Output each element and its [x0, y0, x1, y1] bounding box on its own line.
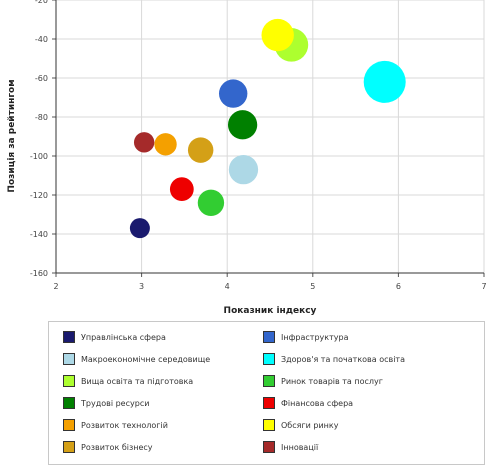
y-tick-label: -40	[35, 35, 48, 44]
bubble-6[interactable]	[197, 189, 225, 216]
legend-item[interactable]: Управлінська сфера	[63, 329, 166, 345]
y-tick-label: -140	[30, 230, 48, 239]
x-tick-label: 5	[310, 282, 315, 291]
legend-label: Трудові ресурси	[81, 398, 150, 408]
legend-label: Вища освіта та підготовка	[81, 376, 194, 386]
bubble-3[interactable]	[228, 154, 259, 185]
x-tick-label: 4	[225, 282, 230, 291]
axes: 2 3 4 5 6 7 -160 -140 -120 -100 -80 -60 -40 -20	[30, 0, 487, 291]
x-tick-label: 6	[396, 282, 401, 291]
legend-swatch	[263, 441, 275, 453]
bubble-1[interactable]	[129, 218, 150, 239]
y-tick-label: -20	[35, 0, 48, 5]
legend-item[interactable]: Розвиток бізнесу	[63, 439, 153, 455]
legend-swatch	[63, 419, 75, 431]
bubble-8[interactable]	[169, 177, 194, 202]
legend-swatch	[263, 375, 275, 387]
legend-label: Фінансова сфера	[281, 398, 354, 408]
legend-label: Управлінська сфера	[81, 332, 166, 342]
legend-item[interactable]: Фінансова сфера	[263, 395, 353, 411]
legend-item[interactable]: Макроекономічне середовище	[63, 351, 210, 367]
legend-label: Ринок товарів та послуг	[281, 376, 383, 386]
bubble-2[interactable]	[218, 79, 248, 108]
x-tick-label: 3	[139, 282, 144, 291]
bubbles	[129, 18, 406, 239]
legend-label: Інновації	[281, 442, 319, 452]
bubble-chart: 2 3 4 5 6 7 -160 -140 -120 -100 -80 -60 -40 -20 Показ…	[6, 0, 487, 316]
y-tick-label: -120	[30, 191, 48, 200]
legend-swatch	[63, 353, 75, 365]
legend-label: Макроекономічне середовище	[81, 354, 211, 364]
legend-label: Інфраструктура	[281, 332, 349, 342]
bubble-9[interactable]	[154, 133, 177, 156]
legend-item[interactable]: Обсяги ринку	[263, 417, 338, 433]
legend-label: Розвиток бізнесу	[81, 442, 153, 452]
bubble-7[interactable]	[227, 110, 258, 140]
legend-swatch	[263, 397, 275, 409]
y-tick-label: -100	[30, 152, 48, 161]
legend-swatch	[263, 331, 275, 343]
y-tick-label: -60	[35, 74, 48, 83]
bubble-10[interactable]	[261, 18, 294, 52]
legend-swatch	[263, 419, 275, 431]
legend-swatch	[63, 331, 75, 343]
legend-item[interactable]: Ринок товарів та послуг	[263, 373, 383, 389]
bubble-4[interactable]	[363, 60, 406, 103]
legend-item[interactable]: Інфраструктура	[263, 329, 349, 345]
legend-label: Здоров'я та початкова освіта	[281, 354, 405, 364]
x-tick-label: 7	[481, 282, 486, 291]
legend-item[interactable]: Розвиток технологій	[63, 417, 168, 433]
legend-swatch	[63, 375, 75, 387]
legend-item[interactable]: Трудові ресурси	[63, 395, 149, 411]
bubble-12[interactable]	[133, 132, 155, 153]
legend: Управлінська сфера Інфраструктура Макроеко…	[48, 321, 485, 465]
legend-item[interactable]: Вища освіта та підготовка	[63, 373, 193, 389]
legend-swatch	[63, 441, 75, 453]
legend-item[interactable]: Здоров'я та початкова освіта	[263, 351, 405, 367]
legend-swatch	[63, 397, 75, 409]
x-axis-title: Показник індексу	[224, 305, 317, 316]
y-tick-label: -80	[35, 113, 48, 122]
legend-item[interactable]: Інновації	[263, 439, 318, 455]
legend-label: Розвиток технологій	[81, 420, 168, 430]
y-tick-label: -160	[30, 269, 48, 278]
legend-swatch	[263, 353, 275, 365]
x-tick-label: 2	[53, 282, 58, 291]
legend-label: Обсяги ринку	[281, 420, 339, 430]
bubble-11[interactable]	[187, 137, 214, 163]
y-axis-title: Позиція за рейтингом	[6, 79, 17, 192]
